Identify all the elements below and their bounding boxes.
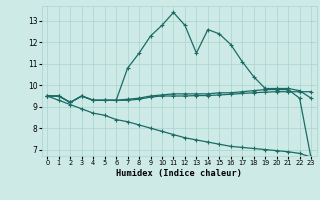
X-axis label: Humidex (Indice chaleur): Humidex (Indice chaleur) <box>116 169 242 178</box>
